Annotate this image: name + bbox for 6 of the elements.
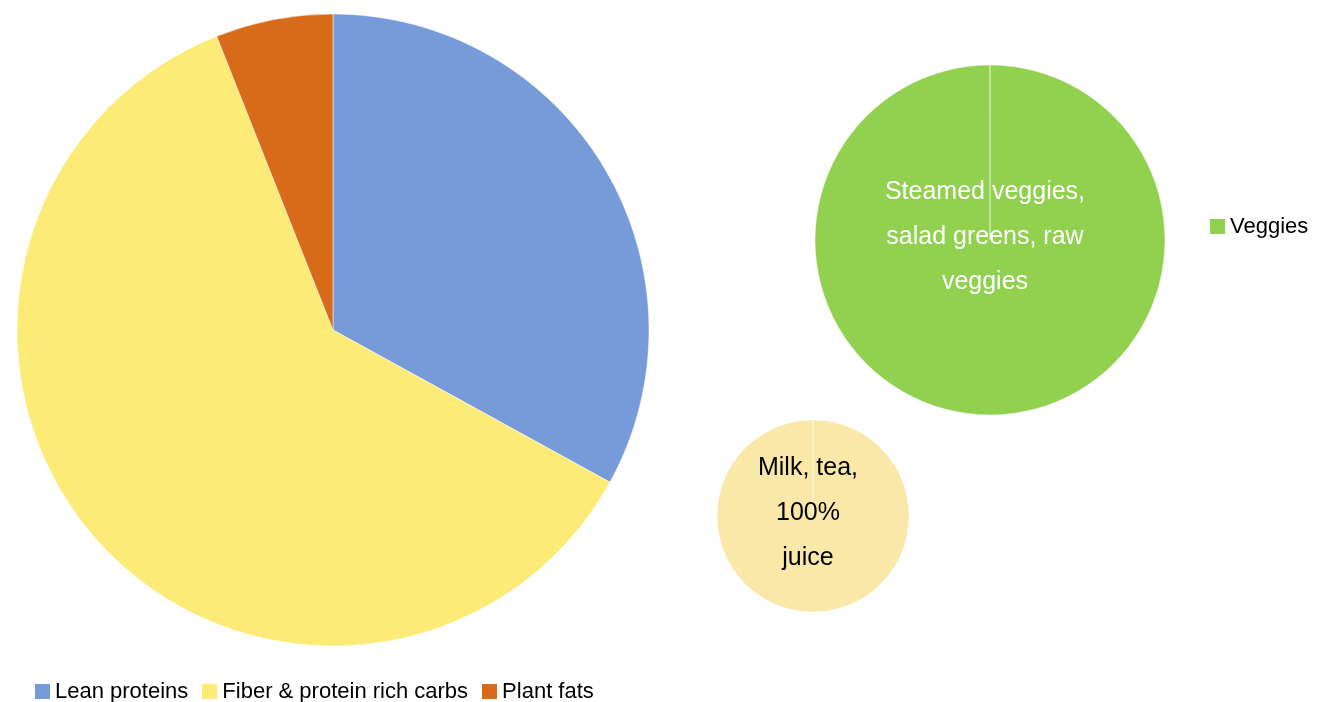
text: Milk, tea, 100% juice bbox=[757, 450, 859, 572]
legend-label: Plant fats bbox=[502, 678, 594, 702]
legend-label: Veggies bbox=[1230, 213, 1309, 239]
legend-label: Lean proteins bbox=[55, 678, 189, 702]
text: Steamed veggies, salad greens, raw veggies bbox=[883, 174, 1087, 296]
legend-label: Fiber & protein rich carbs bbox=[222, 678, 469, 702]
